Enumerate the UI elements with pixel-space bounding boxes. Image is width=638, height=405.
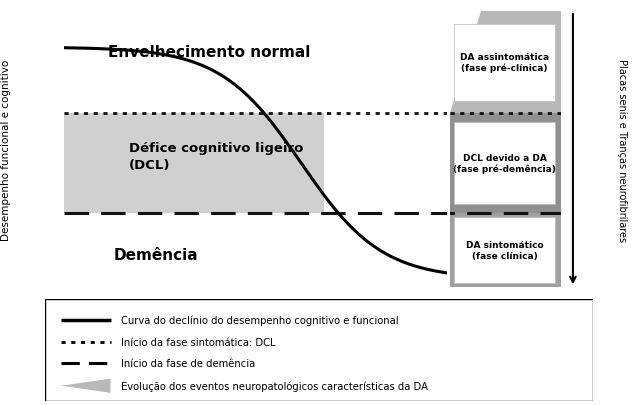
Bar <box>64 114 324 213</box>
Text: DA sintomático
(fase clínica): DA sintomático (fase clínica) <box>466 241 544 260</box>
Text: DCL devido a DA
(fase pré-demência): DCL devido a DA (fase pré-demência) <box>453 153 556 174</box>
Polygon shape <box>61 379 110 393</box>
Text: Curva do declínio do desempenho cognitivo e funcional: Curva do declínio do desempenho cognitiv… <box>121 315 399 325</box>
Text: Início da fase sintomática: DCL: Início da fase sintomática: DCL <box>121 337 276 347</box>
Polygon shape <box>450 12 561 114</box>
FancyBboxPatch shape <box>45 300 593 401</box>
FancyBboxPatch shape <box>454 25 554 102</box>
FancyBboxPatch shape <box>454 218 554 283</box>
Text: Envelhecimento normal: Envelhecimento normal <box>108 45 311 60</box>
FancyBboxPatch shape <box>454 123 554 204</box>
Polygon shape <box>430 213 561 288</box>
Text: Placas senis e Tranças neurofibrilares: Placas senis e Tranças neurofibrilares <box>617 58 627 241</box>
Text: Défice cognitivo ligeiro
(DCL): Défice cognitivo ligeiro (DCL) <box>129 142 303 172</box>
Text: Demência: Demência <box>114 247 198 262</box>
Text: Início da fase de demência: Início da fase de demência <box>121 358 256 369</box>
Text: Desempenho funcional e cognitivo: Desempenho funcional e cognitivo <box>1 60 11 240</box>
Text: DA assintomática
(fase pré-clínica): DA assintomática (fase pré-clínica) <box>460 53 549 73</box>
Polygon shape <box>430 114 561 213</box>
Text: Evolução dos eventos neuropatológicos características da DA: Evolução dos eventos neuropatológicos ca… <box>121 381 429 391</box>
